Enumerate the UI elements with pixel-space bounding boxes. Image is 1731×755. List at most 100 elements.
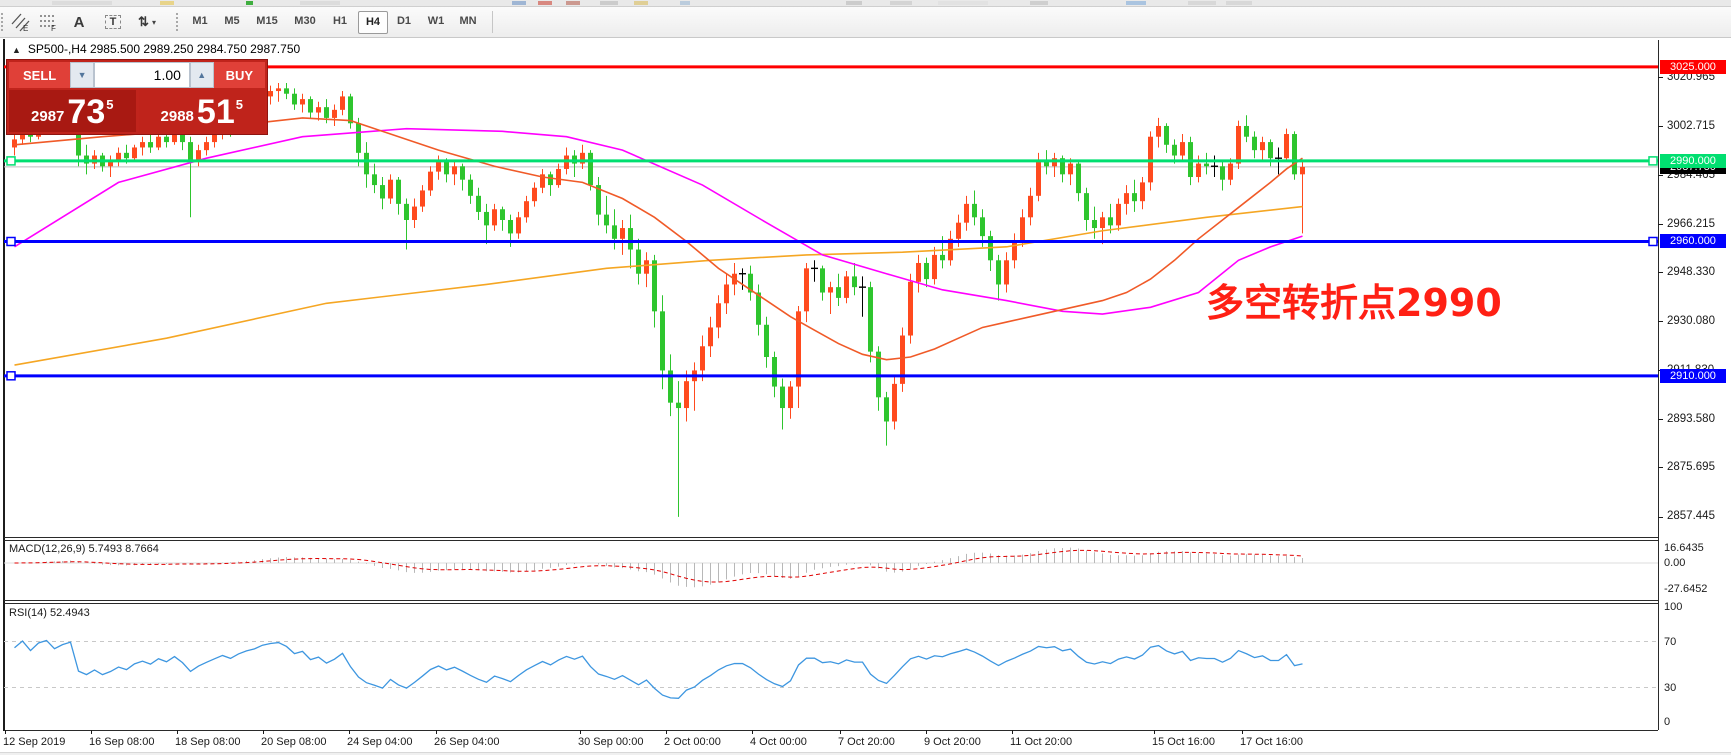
timeframe-button-m30[interactable]: M30 [294,15,316,27]
timeframe-button-d1[interactable]: D1 [396,15,412,27]
candle [1164,125,1169,145]
rsi-bottom-border [4,730,1658,731]
time-axis-label: 2 Oct 00:00 [664,736,721,748]
equidistant-channel-icon[interactable]: E [6,10,32,34]
ma-mid-magenta [14,127,1303,315]
candle [1092,219,1097,229]
line-drag-handle[interactable] [1648,236,1658,247]
candle [1076,163,1081,194]
timeframe-button-w1[interactable]: W1 [427,15,445,27]
time-axis-label: 26 Sep 04:00 [434,736,500,748]
buy-price-button[interactable]: 2988 51 5 [138,90,265,132]
time-tick [1242,730,1243,734]
line-drag-handle[interactable] [6,371,16,381]
price-tick [1658,175,1663,177]
candle [764,324,769,358]
candle [844,276,849,298]
volume-decrease-button[interactable]: ▼ [70,62,94,88]
sell-button[interactable]: SELL [9,62,71,88]
chart-title-text: SP500-,H4 2985.500 2989.250 2984.750 298… [27,42,301,56]
chart-title: ▲ SP500-,H4 2985.500 2989.250 2984.750 29… [12,42,300,56]
text-icon[interactable]: A [73,13,85,31]
candle [468,179,473,196]
candle [884,397,889,422]
candle [652,260,657,312]
price-tick-label: 3002.715 [1667,119,1715,132]
line-drag-handle[interactable] [6,156,16,166]
timeframe-button-h1[interactable]: H1 [332,15,348,27]
candle [420,190,425,207]
candle [796,311,801,387]
candle [428,171,433,191]
time-tick [752,730,753,734]
timeframe-button-h4[interactable]: H4 [358,11,388,34]
candle [1116,203,1121,226]
clipped-icon-fragment [1188,1,1216,5]
time-axis-label: 20 Sep 08:00 [261,736,327,748]
line-drag-handle[interactable] [1648,156,1658,166]
price-tick [1658,467,1663,469]
macd-axis-label: 0.00 [1664,557,1686,569]
candle [1100,217,1105,229]
fibonacci-retracement-icon-letter: F [51,24,56,32]
candle [548,174,553,186]
timeframe-button-m15[interactable]: M15 [256,15,278,27]
level-price-badge: 2990.000 [1660,153,1726,168]
candle [1268,142,1273,159]
candle [668,370,673,403]
candle [644,260,649,274]
candle [348,96,353,124]
text-label-icon[interactable]: T [100,10,126,34]
candle [980,217,985,237]
volume-increase-button[interactable]: ▲ [189,62,214,88]
candle [124,152,129,159]
candle [284,88,289,94]
candle [956,222,961,239]
candle [628,228,633,250]
arrow-objects-icon[interactable]: ⇅ ▾ [134,10,160,34]
chevron-down-icon[interactable]: ▾ [151,17,156,27]
clipped-icon-fragment [680,1,690,5]
candle [1012,241,1017,261]
chart-window-border [3,39,5,731]
fibonacci-retracement-icon[interactable]: F [34,10,60,34]
time-tick [5,730,6,734]
candle [524,201,529,218]
main-price-chart [4,65,1658,517]
candle [308,99,313,113]
sell-price-button[interactable]: 2987 73 5 [9,90,136,132]
main-macd-separator[interactable] [4,537,1658,538]
line-drag-handle[interactable] [6,236,16,247]
collapse-icon[interactable]: ▲ [12,45,21,55]
candle [1108,217,1113,226]
clipped-icon-fragment [600,1,618,5]
candle [964,203,969,223]
time-tick [840,730,841,734]
candle [164,136,169,143]
candle [188,142,193,161]
candle [1068,163,1073,175]
buy-button[interactable]: BUY [213,62,265,88]
candle [508,219,513,234]
candle [828,287,833,293]
timeframe-button-mn[interactable]: MN [459,15,477,27]
toolbar-separator [492,11,493,33]
macd-rsi-separator[interactable] [4,600,1658,601]
candle [556,168,561,186]
equidistant-channel-icon-letter: E [23,24,28,32]
clipped-upper-toolbar [0,0,1731,7]
volume-input[interactable] [93,62,190,88]
timeframe-button-m5[interactable]: M5 [224,15,240,27]
chart-text-annotation[interactable]: 多空转折点2990 [1206,281,1502,325]
candle [172,131,177,143]
candle [1172,144,1177,156]
candle [788,386,793,409]
macd-axis-label: -27.6452 [1664,582,1708,595]
timeframe-button-m1[interactable]: M1 [192,15,208,27]
macd-label: MACD(12,26,9) 5.7493 8.7664 [9,543,159,555]
candle [620,228,625,239]
clipped-icon-fragment [846,1,862,5]
rsi-label: RSI(14) 52.4943 [9,607,90,619]
candle [532,187,537,202]
